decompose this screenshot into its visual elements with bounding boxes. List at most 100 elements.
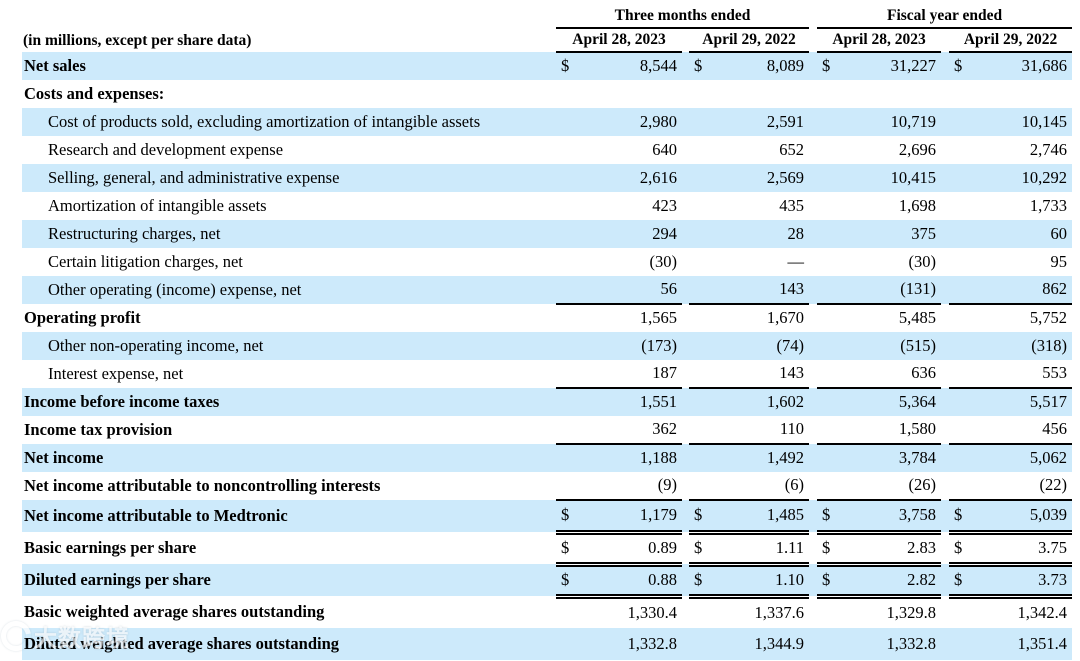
column-gap [941,304,949,332]
row-label: Research and development expense [48,139,284,159]
value-cell: 10,145 [949,108,1073,136]
table-row: Diluted earnings per share $0.88 $1.10 $2.8… [22,564,1073,599]
value-cell: (26) [817,472,942,501]
cell-value: 60 [1050,223,1068,243]
cell-value: 110 [779,419,805,439]
column-gap [809,248,817,276]
row-label: Basic weighted average shares outstandin… [24,601,325,621]
cell-value: 1,351.4 [1017,633,1068,653]
table-row: Interest expense, net 187 143 636 553 [22,360,1073,389]
cell-value: 2,696 [898,139,937,159]
column-gap [941,28,949,52]
column-gap [941,628,950,660]
row-label: Restructuring charges, net [22,220,556,248]
table-row: Net income attributable to Medtronic $1,1… [22,500,1073,535]
cell-value: 5,517 [1029,392,1068,412]
value-cell: $2.83 [817,532,942,567]
row-label: Basic earnings per share [24,537,197,557]
row-label: Amortization of intangible assets [48,195,267,215]
row-label: Selling, general, and administrative exp… [22,164,556,192]
currency-symbol: $ [822,569,831,589]
currency-symbol: $ [561,569,570,589]
value-cell: 2,569 [689,164,810,192]
column-gap [941,564,950,596]
value-cell: (9) [556,472,682,501]
value-cell: $8,544 [556,52,682,80]
cell-value: 10,292 [1021,167,1068,187]
column-gap [941,108,950,136]
cell-value: 31,227 [890,56,937,76]
cell-value: 1,485 [766,505,805,525]
value-cell: 640 [556,136,682,164]
value-cell: (318) [949,332,1073,360]
value-cell: 60 [949,220,1073,248]
value-cell [556,80,682,108]
value-cell: 2,746 [949,136,1072,164]
value-cell: 1,332.8 [556,628,682,660]
value-cell: 652 [689,136,809,164]
value-cell: $0.89 [556,532,682,567]
cell-value: (515) [900,335,937,355]
cell-value: (26) [908,475,937,495]
cell-value: 862 [1042,279,1068,299]
cell-value: 1,342.4 [1017,603,1068,623]
row-label: Income tax provision [24,419,173,439]
value-cell: 187 [556,360,682,389]
cell-value: 1,733 [1029,195,1068,215]
value-cell: (173) [556,332,682,360]
currency-symbol: $ [822,505,831,525]
column-gap [809,500,818,532]
value-cell: 5,062 [949,444,1073,472]
cell-value: 1,602 [766,392,805,412]
value-cell: (30) [817,248,941,276]
cell-value: 0.89 [648,537,677,557]
value-cell: 1,492 [689,444,810,472]
cell-value: 1,698 [898,195,937,215]
column-gap [809,192,817,220]
value-cell: 1,329.8 [817,596,941,628]
cell-value: 1.11 [775,537,805,557]
table-header: Three months ended Fiscal year ended (in… [22,4,1073,53]
column-gap [809,416,817,444]
row-label: Net income attributable to Medtronic [22,500,556,532]
value-cell: $1.10 [689,564,810,599]
cell-value: 3,758 [898,505,937,525]
column-gap [682,108,689,136]
header-date-row: (in millions, except per share data) Apr… [22,28,1073,53]
cell-value: 1,337.6 [754,603,805,623]
table-row: Net income 1,188 1,492 3,784 5,062 [22,444,1073,472]
currency-symbol: $ [694,505,703,525]
column-gap [682,596,689,628]
table-row: Other operating (income) expense, net 56 1… [22,276,1073,305]
row-label: Interest expense, net [48,363,184,383]
cell-value: 294 [652,223,677,243]
cell-value: — [787,251,805,271]
income-statement-table: Three months ended Fiscal year ended (in… [22,4,1073,660]
col-header-fy-2022: April 29, 2022 [949,28,1073,53]
cell-value: 2,569 [766,167,805,187]
value-cell: 2,591 [689,108,810,136]
column-gap [809,628,818,660]
value-cell: 1,565 [556,304,682,332]
value-cell: 1,580 [817,416,942,445]
cell-value: 636 [911,363,937,383]
cell-value: 8,544 [639,56,677,76]
column-gap [682,164,689,192]
col-group-three-months: Three months ended [556,4,810,29]
table-row: Basic earnings per share $0.89 $1.11 $2.83 $… [22,532,1073,567]
row-label: Income before income taxes [22,388,556,416]
column-gap [682,564,689,596]
table-row: Certain litigation charges, net (30) — (30)… [22,248,1072,276]
value-cell: 2,696 [817,136,941,164]
cell-value: 8,089 [766,56,805,76]
cell-value: (6) [784,475,805,495]
value-cell: 1,332.8 [817,628,942,660]
column-gap [682,220,689,248]
column-gap [809,108,818,136]
cell-value: 1,332.8 [886,633,937,653]
value-cell: 2,980 [556,108,682,136]
value-cell: 1,344.9 [689,628,810,660]
value-cell: 1,330.4 [556,596,682,628]
column-gap [941,332,950,360]
row-label: Net income attributable to noncontrollin… [24,475,381,495]
